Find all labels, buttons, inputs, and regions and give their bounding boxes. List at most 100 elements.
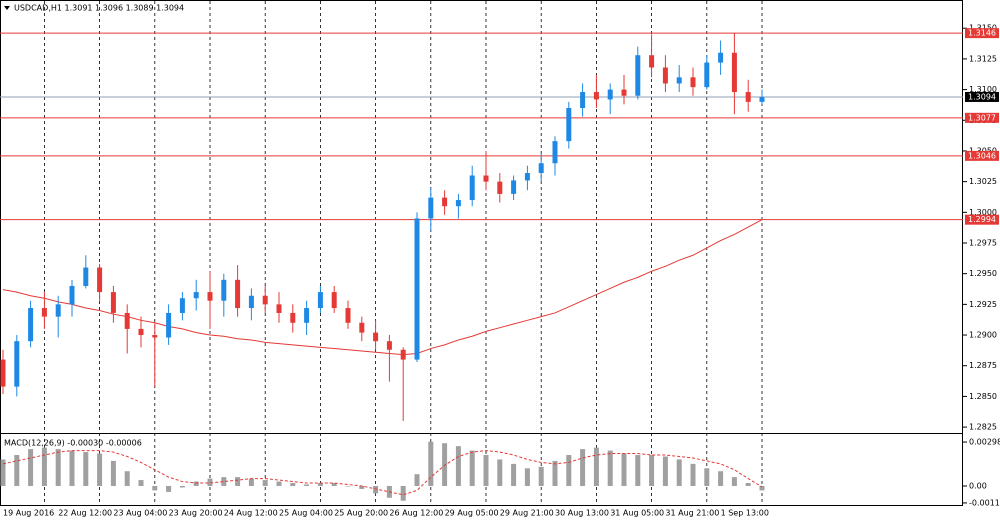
level-tag-label: 1.3077 [968,113,996,122]
macd-label: MACD(12,26,9) -0.00030 -0.00006 [4,439,142,448]
macd-bar [345,485,351,487]
candle-body [28,308,34,342]
macd-bar [83,452,89,486]
macd-bar [607,450,613,486]
candle-body [759,96,765,102]
macd-bar [455,446,461,486]
macd-bar [759,485,765,491]
menu-arrow[interactable] [4,6,10,10]
x-tick-label: 23 Aug 04:00 [113,509,167,518]
plot-frame [0,0,963,506]
candle-body [704,62,710,88]
candle-body [414,218,420,360]
level-tag-label: 1.2994 [968,215,996,224]
macd-bar [552,460,558,486]
macd-bar [110,460,116,486]
y-tick-label: 0.00298 [969,438,1000,447]
y-tick-label: 1.3100 [969,85,997,94]
candle-body [607,89,613,100]
candle-body [731,52,737,93]
candle-body [193,292,199,299]
level-tag [965,112,999,123]
candle-body [428,197,434,219]
candle-body [317,292,323,309]
y-tick-label: 1.2900 [969,331,997,340]
macd-bar [138,480,144,486]
macd-bar [483,455,489,486]
macd-bar [359,485,365,489]
candle-body [455,200,461,207]
x-tick-label: 31 Aug 21:00 [665,509,719,518]
candle-body [580,92,586,108]
macd-bar [41,447,47,486]
macd-bar [593,447,599,486]
macd-bar [690,463,696,486]
candle-body [331,292,337,309]
candle-body [69,285,75,305]
candle-body [442,197,448,207]
candle-body [745,92,751,102]
chart-title: USDCAD,H1 1.3091 1.3096 1.3089 1.3094 [14,4,184,13]
level-tag [965,214,999,225]
macd-bar [152,485,158,491]
candle-body [400,349,406,360]
candle-body [124,312,130,329]
candle-body [524,173,530,181]
macd-bar [497,459,503,486]
macd-bar [55,449,61,486]
candle-body [152,335,158,338]
macd-bar [718,471,724,486]
macd-bar [317,483,323,486]
macd-bar [442,443,448,486]
x-tick-label: 24 Aug 12:00 [224,509,278,518]
macd-bar [524,468,530,486]
candle-body [511,180,517,194]
macd-bar [290,483,296,486]
candle-body [235,279,241,309]
macd-bar [621,453,627,486]
y-tick-label: 1.3025 [969,177,997,186]
x-tick-label: 29 Aug 21:00 [500,509,554,518]
candle-body [290,312,296,323]
macd-bar [235,477,241,486]
candle-body [690,77,696,88]
macd-bar [400,485,406,501]
level-tag-label: 1.3046 [968,151,996,160]
x-tick-label: 25 Aug 20:00 [334,509,388,518]
candle-body [138,328,144,336]
macd-bar [69,450,75,486]
candle-body [345,308,351,323]
candle-body [538,163,544,174]
y-tick-label: 1.2850 [969,392,997,401]
candle-body [207,292,213,301]
x-tick-label: 26 Aug 12:00 [389,509,443,518]
x-tick-label: 22 Aug 12:00 [58,509,112,518]
candle-body [359,322,365,333]
candle-body [221,279,227,301]
candle-body [373,332,379,342]
x-tick-label: 31 Aug 05:00 [610,509,664,518]
candle-body [97,267,103,293]
level-tag [965,28,999,39]
y-tick-label: 1.2825 [969,423,997,432]
macd-bar [179,485,185,488]
candle-body [386,341,392,350]
level-tag-label: 1.3146 [968,29,996,38]
macd-bar [469,450,475,486]
macd-bar [662,456,668,486]
candle-body [248,295,254,309]
macd-bar [511,463,517,486]
macd-bar [373,485,379,494]
macd-bar [28,449,34,486]
candle-body [41,308,47,317]
macd-bar [649,455,655,486]
candle-body [110,292,116,313]
macd-bar [414,474,420,486]
y-tick-label: 1.3125 [969,54,997,63]
candle-body [497,181,503,194]
candle-body [552,141,558,164]
y-tick-label: 0.00 [969,481,987,490]
y-tick-label: 1.2925 [969,300,997,309]
macd-bar [262,480,268,486]
